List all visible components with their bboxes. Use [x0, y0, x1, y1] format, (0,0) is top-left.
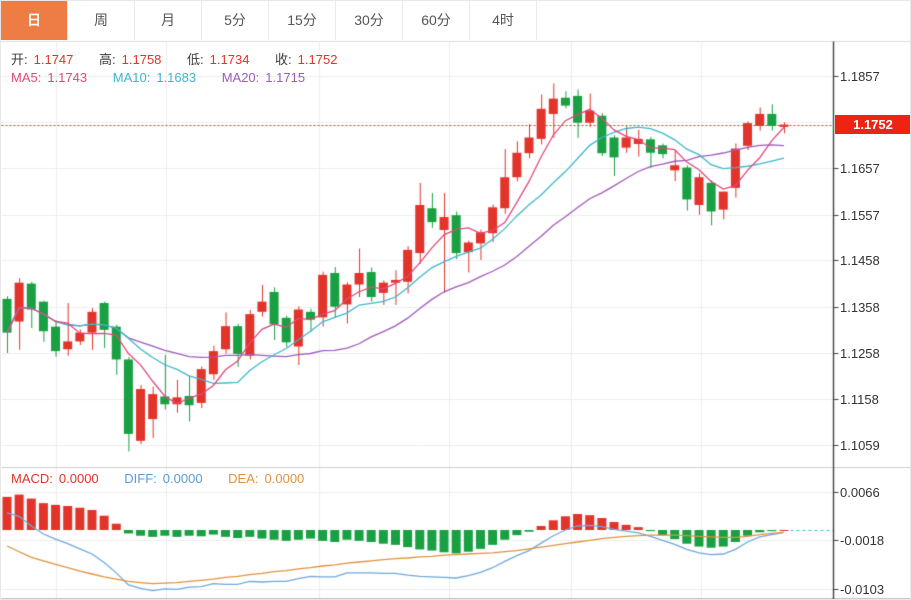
diff-label: DIFF: [124, 471, 157, 486]
ma20-value: 1.1715 [265, 70, 306, 85]
close-value: 1.1752 [297, 52, 338, 67]
current-price-tag: 1.1752 [835, 115, 910, 134]
y-axis-label: 1.1059 [840, 437, 880, 453]
y-axis-label: 1.1657 [840, 161, 880, 177]
y-axis-label: 1.1258 [840, 345, 880, 361]
high-label: 高: [99, 52, 116, 67]
dea-label: DEA: [228, 471, 259, 486]
y-axis-label: -0.0103 [840, 581, 885, 597]
macd-header: MACD: 0.0000 DIFF: 0.0000 DEA: 0.0000 [11, 471, 310, 486]
y-axis-label: -0.0018 [840, 533, 885, 549]
high-value: 1.1758 [121, 52, 162, 67]
ma10-label: MA10: [112, 70, 151, 85]
macd-label: MACD: [11, 471, 53, 486]
ma5-label: MA5: [11, 70, 42, 85]
y-axis-label: 1.1857 [840, 69, 880, 84]
ma20-label: MA20: [221, 70, 260, 85]
y-axis-label: 1.1458 [840, 253, 880, 269]
close-label: 收: [275, 52, 292, 67]
y-axis-label: 1.1557 [840, 207, 880, 223]
low-value: 1.1734 [209, 52, 250, 67]
ma10-value: 1.1683 [156, 70, 197, 85]
ma-header: MA5: 1.1743 MA10: 1.1683 MA20: 1.1715 [11, 70, 311, 85]
y-axis-label: 1.1358 [840, 299, 880, 315]
dea-value: 0.0000 [264, 471, 305, 486]
y-axis-label: 1.1158 [840, 392, 879, 408]
ohlc-header: 开: 1.1747 高: 1.1758 低: 1.1734 收: 1.1752 [11, 49, 343, 68]
y-axis-label: 0.0066 [840, 485, 880, 501]
ma5-value: 1.1743 [47, 70, 88, 85]
open-value: 1.1747 [33, 52, 74, 67]
diff-value: 0.0000 [162, 471, 203, 486]
open-label: 开: [11, 52, 28, 67]
low-label: 低: [187, 52, 204, 67]
macd-value: 0.0000 [58, 471, 99, 486]
